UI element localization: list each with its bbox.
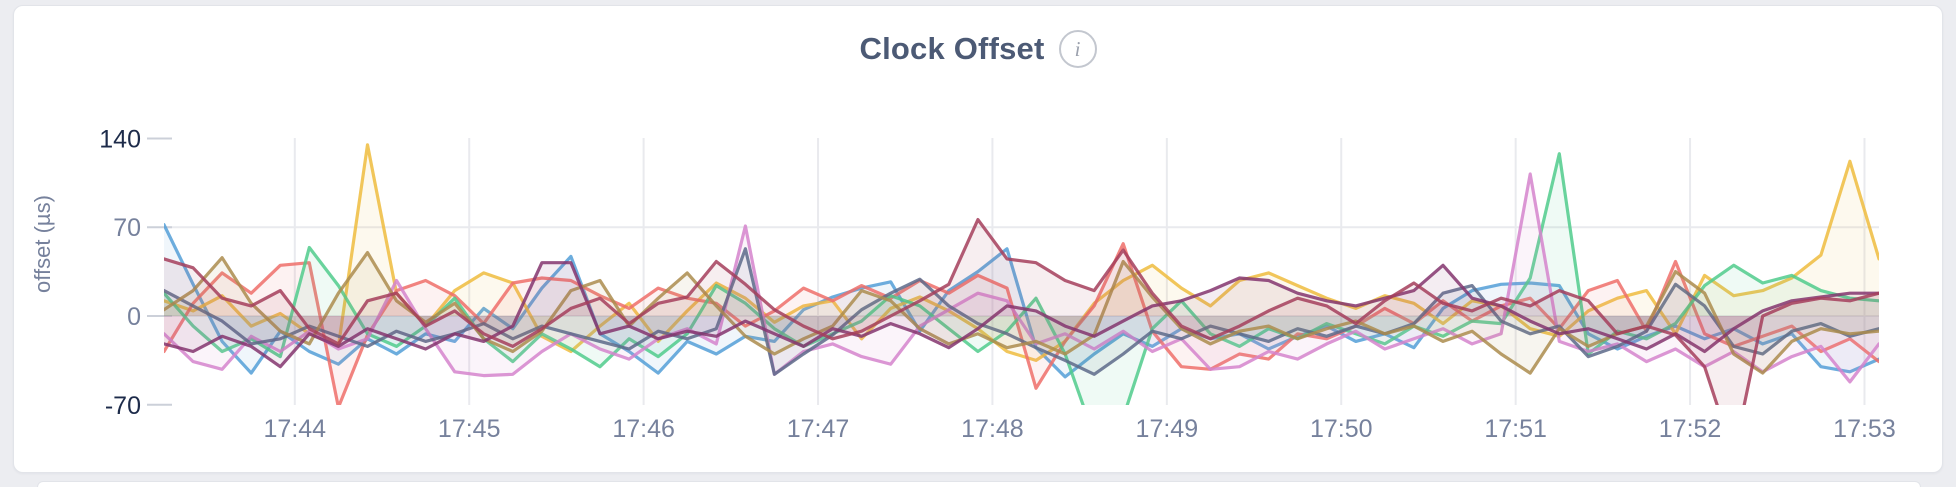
x-tick-label: 17:51 bbox=[1484, 415, 1547, 443]
series-gold-fill bbox=[164, 144, 1879, 361]
x-tick-label: 17:49 bbox=[1136, 415, 1199, 443]
series-tan-line bbox=[164, 251, 1879, 375]
clock-offset-chart[interactable]: 140 70 0 -70 17:44 17:45 17:46 17:47 17:48 17:49 1… bbox=[14, 6, 1942, 472]
clock-offset-panel: Clock Offset i offset (µs) 140 70 0 -70 17:4… bbox=[13, 5, 1943, 473]
info-icon[interactable]: i bbox=[1058, 30, 1097, 68]
x-tick-label: 17:47 bbox=[787, 415, 850, 443]
series-green-fill bbox=[164, 153, 1879, 405]
series-salmon-line bbox=[164, 242, 1879, 405]
x-tick-label: 17:44 bbox=[264, 415, 327, 443]
series-magenta-fill bbox=[164, 262, 1879, 367]
y-tick-label: 0 bbox=[127, 303, 141, 331]
x-tick-label: 17:45 bbox=[438, 415, 501, 443]
next-panel-edge bbox=[37, 481, 1921, 487]
x-tick-label: 17:48 bbox=[961, 415, 1024, 443]
y-tick-label: -70 bbox=[105, 392, 141, 420]
series-maroon-line bbox=[164, 218, 1879, 405]
y-tick-label: 140 bbox=[99, 125, 141, 153]
x-tick-label: 17:46 bbox=[612, 415, 675, 443]
x-tick-label: 17:50 bbox=[1310, 415, 1373, 443]
chart-title: Clock Offset bbox=[859, 31, 1045, 66]
series-magenta-line bbox=[164, 261, 1879, 369]
series-orchid-fill bbox=[164, 174, 1879, 382]
y-tick-label: 70 bbox=[113, 214, 141, 242]
x-tick-label: 17:52 bbox=[1659, 415, 1722, 443]
series-gold-line bbox=[164, 143, 1879, 362]
series-blue-line bbox=[164, 223, 1879, 379]
x-tick-label: 17:53 bbox=[1833, 415, 1896, 443]
series-maroon-fill bbox=[164, 219, 1879, 405]
series-orchid-line bbox=[164, 172, 1879, 384]
chart-header: Clock Offset i bbox=[14, 30, 1942, 68]
